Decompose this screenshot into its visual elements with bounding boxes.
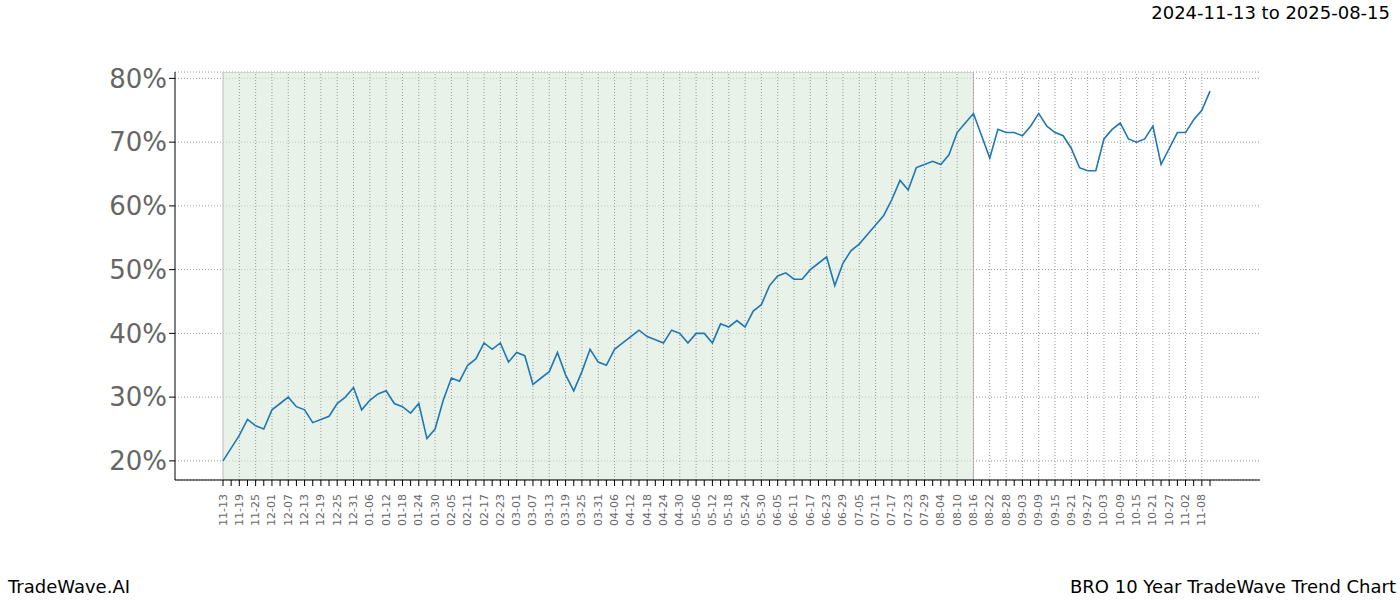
svg-text:11-19: 11-19 — [233, 494, 246, 526]
svg-text:06-17: 06-17 — [804, 494, 817, 526]
svg-text:10-09: 10-09 — [1114, 494, 1127, 526]
svg-text:08-22: 08-22 — [983, 494, 996, 526]
svg-text:11-25: 11-25 — [249, 494, 262, 526]
svg-text:11-08: 11-08 — [1195, 494, 1208, 526]
svg-text:20%: 20% — [109, 446, 167, 476]
svg-text:11-13: 11-13 — [217, 494, 230, 526]
svg-text:08-10: 08-10 — [951, 494, 964, 526]
svg-text:08-16: 08-16 — [967, 494, 980, 526]
svg-text:30%: 30% — [109, 382, 167, 412]
svg-text:01-06: 01-06 — [363, 494, 376, 526]
svg-text:40%: 40% — [109, 319, 167, 349]
svg-text:06-11: 06-11 — [787, 494, 800, 526]
svg-text:02-05: 02-05 — [445, 494, 458, 526]
html-text:2024-11-13 to 2025-08-15: 2024-11-13 to 2025-08-15 — [1151, 2, 1390, 23]
svg-text:12-19: 12-19 — [314, 494, 327, 526]
svg-text:02-17: 02-17 — [478, 494, 491, 526]
svg-text:12-13: 12-13 — [298, 494, 311, 526]
svg-text:04-30: 04-30 — [673, 494, 686, 526]
svg-text:07-05: 07-05 — [853, 494, 866, 526]
svg-text:03-25: 03-25 — [575, 494, 588, 526]
svg-text:07-11: 07-11 — [869, 494, 882, 526]
svg-text:05-18: 05-18 — [722, 494, 735, 526]
svg-text:05-06: 05-06 — [690, 494, 703, 526]
svg-text:03-31: 03-31 — [592, 494, 605, 526]
svg-text:01-12: 01-12 — [380, 494, 393, 526]
svg-text:06-05: 06-05 — [771, 494, 784, 526]
svg-text:08-28: 08-28 — [1000, 494, 1013, 526]
svg-text:03-01: 03-01 — [510, 494, 523, 526]
svg-text:05-12: 05-12 — [706, 494, 719, 526]
svg-text:12-25: 12-25 — [331, 494, 344, 526]
svg-text:10-15: 10-15 — [1130, 494, 1143, 526]
svg-text:09-03: 09-03 — [1016, 494, 1029, 526]
svg-text:04-06: 04-06 — [608, 494, 621, 526]
svg-text:11-02: 11-02 — [1179, 494, 1192, 526]
svg-text:02-11: 02-11 — [461, 494, 474, 526]
svg-text:04-24: 04-24 — [657, 494, 670, 526]
svg-text:09-21: 09-21 — [1065, 494, 1078, 526]
svg-text:04-12: 04-12 — [624, 494, 637, 526]
svg-text:05-24: 05-24 — [739, 494, 752, 526]
svg-text:10-27: 10-27 — [1163, 494, 1176, 526]
svg-text:07-29: 07-29 — [918, 494, 931, 526]
svg-text:01-30: 01-30 — [429, 494, 442, 526]
svg-text:12-07: 12-07 — [282, 494, 295, 526]
svg-text:08-04: 08-04 — [934, 494, 947, 526]
svg-text:09-15: 09-15 — [1049, 494, 1062, 526]
svg-text:02-23: 02-23 — [494, 494, 507, 526]
svg-text:09-27: 09-27 — [1081, 494, 1094, 526]
svg-text:09-09: 09-09 — [1032, 494, 1045, 526]
svg-text:12-31: 12-31 — [347, 494, 360, 526]
svg-text:80%: 80% — [109, 64, 167, 94]
svg-text:50%: 50% — [109, 255, 167, 285]
svg-text:12-01: 12-01 — [265, 494, 278, 526]
svg-text:01-18: 01-18 — [396, 494, 409, 526]
svg-text:60%: 60% — [109, 191, 167, 221]
svg-text:07-23: 07-23 — [902, 494, 915, 526]
svg-text:07-17: 07-17 — [885, 494, 898, 526]
svg-text:03-19: 03-19 — [559, 494, 572, 526]
svg-text:10-03: 10-03 — [1097, 494, 1110, 526]
html-text:BRO 10 Year TradeWave Trend Ch: BRO 10 Year TradeWave Trend Chart — [1069, 576, 1396, 597]
svg-text:01-24: 01-24 — [412, 494, 425, 526]
svg-text:06-23: 06-23 — [820, 494, 833, 526]
svg-text:70%: 70% — [109, 127, 167, 157]
svg-text:10-21: 10-21 — [1146, 494, 1159, 526]
svg-text:03-07: 03-07 — [526, 494, 539, 526]
svg-text:03-13: 03-13 — [543, 494, 556, 526]
svg-text:06-29: 06-29 — [836, 494, 849, 526]
html-text:TradeWave.AI: TradeWave.AI — [8, 576, 130, 597]
svg-text:05-30: 05-30 — [755, 494, 768, 526]
svg-text:04-18: 04-18 — [641, 494, 654, 526]
